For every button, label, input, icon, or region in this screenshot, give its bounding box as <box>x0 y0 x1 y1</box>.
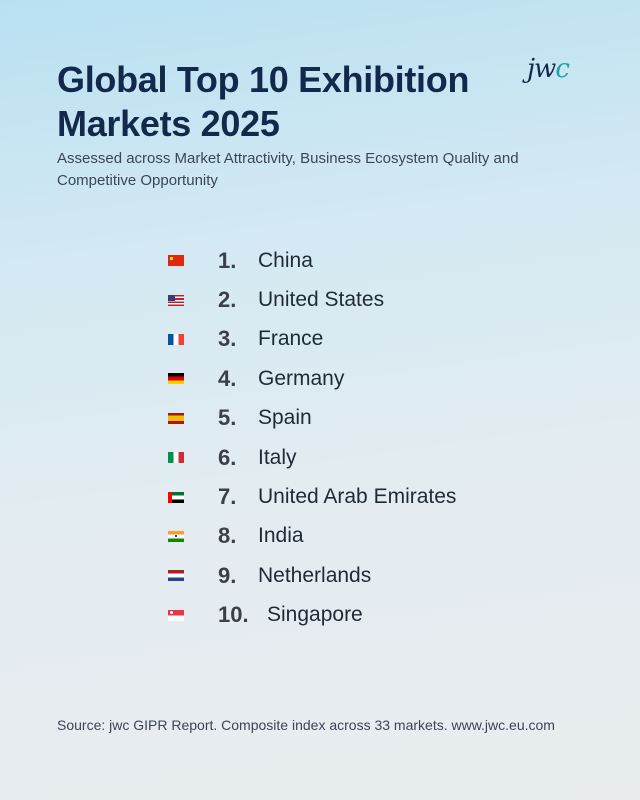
country-name: United States <box>258 288 385 312</box>
country-name: France <box>258 327 324 351</box>
china-flag-icon <box>168 255 184 267</box>
rank-number: 5. <box>218 405 237 431</box>
rank-number: 8. <box>218 523 237 549</box>
ranking-list: 1. China 2. United States 3. France 4. G… <box>168 241 456 635</box>
spain-flag-icon <box>168 412 184 424</box>
country-name: Germany <box>258 366 345 390</box>
rank-number: 10. <box>218 602 249 628</box>
india-flag-icon <box>168 530 184 542</box>
ranking-row-spain: 5. Spain <box>168 399 456 438</box>
ranking-row-germany: 4. Germany <box>168 359 456 398</box>
ranking-row-china: 1. China <box>168 241 456 280</box>
singapore-flag-icon <box>168 609 184 621</box>
country-name: Netherlands <box>258 563 372 587</box>
ranking-row-united-states: 2. United States <box>168 280 456 319</box>
germany-flag-icon <box>168 373 184 385</box>
ranking-row-italy: 6. Italy <box>168 438 456 477</box>
country-name: United Arab Emirates <box>258 485 457 509</box>
ranking-row-singapore: 10. Singapore <box>168 596 456 635</box>
netherlands-flag-icon <box>168 570 184 582</box>
rank-number: 7. <box>218 484 237 510</box>
ranking-row-france: 3. France <box>168 320 456 359</box>
united-states-flag-icon <box>168 294 184 306</box>
rank-number: 6. <box>218 444 237 470</box>
france-flag-icon <box>168 333 184 345</box>
country-name: Italy <box>258 445 297 469</box>
rank-number: 2. <box>218 287 237 313</box>
page-title: Global Top 10 Exhibition Markets 2025 <box>57 59 470 144</box>
italy-flag-icon <box>168 452 184 464</box>
rank-number: 1. <box>218 247 237 273</box>
rank-number: 9. <box>218 562 237 588</box>
rank-number: 4. <box>218 365 237 391</box>
ranking-row-uae: 7. United Arab Emirates <box>168 477 456 516</box>
subtitle: Assessed across Market Attractivity, Bus… <box>57 150 519 189</box>
logo-text: jw <box>527 54 556 84</box>
uae-flag-icon <box>168 491 184 503</box>
country-name: China <box>258 248 313 272</box>
country-name: Spain <box>258 406 312 430</box>
country-name: Singapore <box>267 603 363 627</box>
ranking-row-netherlands: 9. Netherlands <box>168 556 456 595</box>
rank-number: 3. <box>218 326 237 352</box>
jwc-logo: jwc <box>527 54 570 84</box>
country-name: India <box>258 524 304 548</box>
ranking-row-india: 8. India <box>168 517 456 556</box>
logo-accent-letter: c <box>555 54 570 84</box>
source-footnote: Source: jwc GIPR Report. Composite index… <box>57 717 555 733</box>
